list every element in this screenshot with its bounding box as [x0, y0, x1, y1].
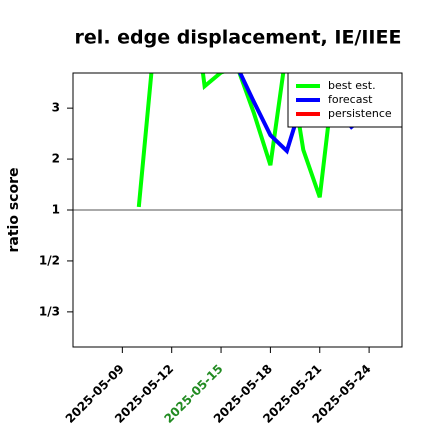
- y-axis-label: ratio score: [6, 168, 22, 253]
- series-line: [136, 73, 337, 208]
- legend-label: forecast: [328, 93, 373, 106]
- y-tick-label: 1/3: [39, 304, 60, 318]
- y-tick-label: 1: [52, 202, 60, 216]
- y-tick-label: 1/2: [39, 253, 60, 267]
- y-tick-label: 3: [52, 101, 60, 115]
- chart-title: rel. edge displacement, IE/IIEE: [75, 27, 402, 49]
- legend-label: best est.: [328, 79, 376, 92]
- legend-label: persistence: [328, 107, 392, 120]
- y-tick-label: 2: [52, 152, 60, 166]
